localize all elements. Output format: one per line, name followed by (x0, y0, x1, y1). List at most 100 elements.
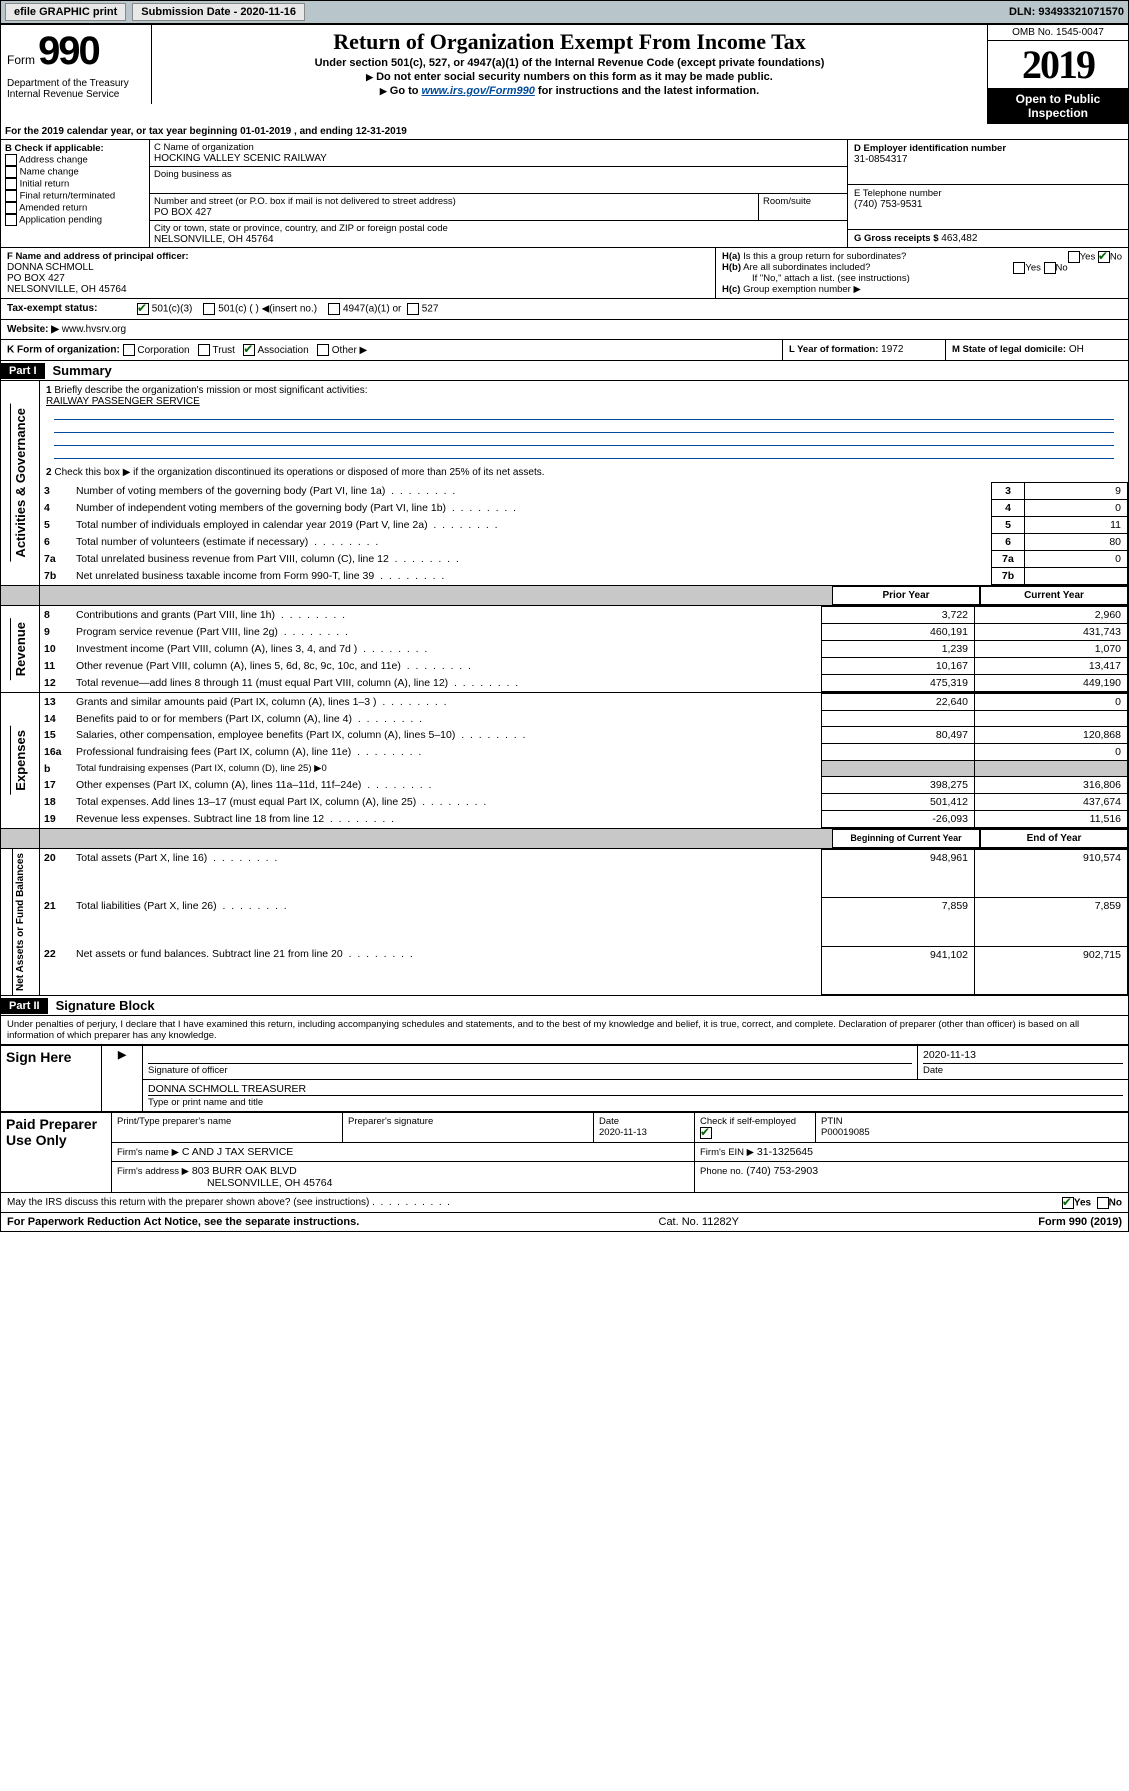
box-e-label: E Telephone number (854, 188, 1122, 199)
box-k-check[interactable] (198, 344, 210, 356)
box-m-label: M State of legal domicile: (952, 344, 1066, 355)
main-title: Return of Organization Exempt From Incom… (156, 29, 983, 55)
hb-yes[interactable] (1013, 262, 1025, 274)
efile-button[interactable]: efile GRAPHIC print (5, 3, 126, 21)
box-l-label: L Year of formation: (789, 344, 878, 355)
q1-label: Briefly describe the organization's miss… (54, 385, 367, 396)
i-opt1: 501(c)(3) (152, 304, 193, 315)
vert-expenses: Expenses (10, 726, 30, 795)
year-formation: 1972 (881, 344, 903, 355)
addr-label: Number and street (or P.O. box if mail i… (154, 196, 754, 207)
firm-addr1: 803 BURR OAK BLVD (192, 1165, 297, 1177)
sign-arrow-icon: ▶ (102, 1046, 143, 1112)
officer-city: NELSONVILLE, OH 45764 (7, 284, 709, 295)
website-value: www.hvsrv.org (62, 324, 126, 335)
submission-date-button[interactable]: Submission Date - 2020-11-16 (132, 3, 305, 21)
goto-suffix: for instructions and the latest informat… (538, 85, 759, 97)
box-b-check[interactable] (5, 214, 17, 226)
box-b-check[interactable] (5, 178, 17, 190)
state-domicile: OH (1069, 344, 1084, 355)
vert-revenue: Revenue (10, 618, 30, 680)
i-opt4: 527 (422, 304, 439, 315)
prep-h5: PTIN (821, 1116, 843, 1127)
firm-phone: (740) 753-2903 (746, 1165, 818, 1177)
sign-date: 2020-11-13 (923, 1049, 1123, 1064)
form990-link[interactable]: www.irs.gov/Form990 (422, 85, 535, 97)
box-g-label: G Gross receipts $ (854, 233, 938, 244)
i-527[interactable] (407, 303, 419, 315)
paid-preparer-label: Paid Preparer Use Only (1, 1113, 112, 1193)
sig-officer-label: Signature of officer (148, 1065, 228, 1076)
prep-h4: Check if self-employed (700, 1116, 796, 1127)
hc-label: Group exemption number ▶ (743, 284, 861, 295)
omb-label: OMB No. 1545-0047 (988, 25, 1128, 41)
officer-name: DONNA SCHMOLL (7, 262, 709, 273)
sign-here-label: Sign Here (1, 1046, 102, 1112)
footer-left: For Paperwork Reduction Act Notice, see … (7, 1216, 359, 1228)
dln-label: DLN: 93493321071570 (1009, 6, 1124, 18)
footer-right: Form 990 (2019) (1038, 1216, 1122, 1228)
ha-yes[interactable] (1068, 251, 1080, 263)
org-address: PO BOX 427 (154, 207, 754, 218)
box-k-check[interactable] (317, 344, 329, 356)
print-name-label: Type or print name and title (148, 1097, 263, 1108)
firm-name-label: Firm's name ▶ (117, 1147, 179, 1158)
part2-title: Signature Block (48, 996, 163, 1015)
ein-value: 31-0854317 (854, 154, 1122, 165)
firm-ein: 31-1325645 (757, 1146, 813, 1158)
prep-h2: Preparer's signature (343, 1113, 594, 1143)
sign-date-label: Date (923, 1065, 943, 1076)
eoy-header: End of Year (980, 829, 1128, 848)
firm-name: C AND J TAX SERVICE (182, 1146, 293, 1158)
boy-header: Beginning of Current Year (832, 829, 980, 848)
org-city: NELSONVILLE, OH 45764 (154, 234, 843, 245)
prep-h3: Date (599, 1116, 619, 1127)
box-k-check[interactable] (243, 344, 255, 356)
q2-label: Check this box ▶ if the organization dis… (54, 467, 544, 478)
box-b-check[interactable] (5, 190, 17, 202)
ptin-value: P00019085 (821, 1127, 870, 1138)
tax-year: 2019 (988, 41, 1128, 88)
i-opt2: 501(c) ( ) ◀(insert no.) (218, 304, 317, 315)
subtitle-2: Do not enter social security numbers on … (156, 71, 983, 83)
box-d-label: D Employer identification number (854, 143, 1122, 154)
hb-label: Are all subordinates included? (743, 262, 870, 273)
i-opt3: 4947(a)(1) or (343, 304, 401, 315)
box-b-label: B Check if applicable: (5, 143, 145, 154)
i-4947[interactable] (328, 303, 340, 315)
perjury-text: Under penalties of perjury, I declare th… (0, 1016, 1129, 1045)
q1-answer: RAILWAY PASSENGER SERVICE (46, 396, 200, 407)
phone-value: (740) 753-9531 (854, 199, 1122, 210)
subtitle-1: Under section 501(c), 527, or 4947(a)(1)… (156, 57, 983, 69)
box-k-check[interactable] (123, 344, 135, 356)
discuss-no[interactable] (1097, 1197, 1109, 1209)
hb-note: If "No," attach a list. (see instruction… (722, 273, 1122, 284)
prep-h1: Print/Type preparer's name (112, 1113, 343, 1143)
discuss-label: May the IRS discuss this return with the… (7, 1197, 369, 1208)
dba-label: Doing business as (154, 169, 843, 180)
discuss-yes[interactable] (1062, 1197, 1074, 1209)
box-b-check[interactable] (5, 166, 17, 178)
self-employed-check[interactable] (700, 1127, 712, 1139)
box-f-label: F Name and address of principal officer: (7, 251, 709, 262)
firm-addr-label: Firm's address ▶ (117, 1166, 189, 1177)
box-b-check[interactable] (5, 154, 17, 166)
i-501c3[interactable] (137, 303, 149, 315)
form-word: Form (7, 53, 35, 67)
firm-addr2: NELSONVILLE, OH 45764 (117, 1177, 332, 1189)
ha-label: Is this a group return for subordinates? (743, 251, 906, 262)
officer-print-name: DONNA SCHMOLL TREASURER (148, 1083, 1123, 1096)
box-b-check[interactable] (5, 202, 17, 214)
part2-label: Part II (1, 998, 48, 1014)
box-j-label: Website: ▶ (7, 324, 59, 335)
part1-label: Part I (1, 363, 45, 379)
box-k-label: K Form of organization: (7, 345, 120, 356)
city-label: City or town, state or province, country… (154, 223, 843, 234)
form-number: 990 (38, 29, 99, 73)
header-bar: efile GRAPHIC print Submission Date - 20… (0, 0, 1129, 24)
hb-no[interactable] (1044, 262, 1056, 274)
public-inspection-badge: Open to Public Inspection (988, 88, 1128, 124)
i-501c[interactable] (203, 303, 215, 315)
ha-no[interactable] (1098, 251, 1110, 263)
firm-phone-label: Phone no. (700, 1166, 743, 1177)
